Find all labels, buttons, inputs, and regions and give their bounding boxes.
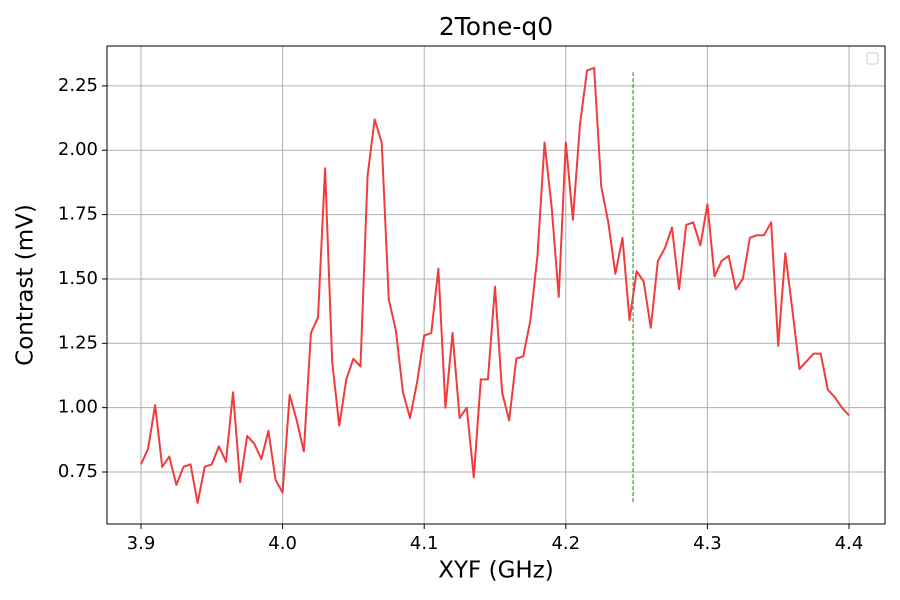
x-axis-label: XYF (GHz) (438, 558, 553, 584)
y-tick-label: 1.50 (58, 268, 98, 289)
y-tick-label: 1.25 (58, 332, 98, 353)
y-axis-label: Contrast (mV) (13, 204, 39, 366)
x-tick-label: 4.2 (551, 533, 580, 554)
x-tick-label: 3.9 (127, 533, 156, 554)
chart-title: 2Tone-q0 (439, 12, 553, 41)
y-tick-label: 1.00 (58, 397, 98, 418)
plot-frame (106, 45, 886, 525)
y-tick-label: 1.75 (58, 204, 98, 225)
x-tick-label: 4.0 (268, 533, 297, 554)
legend (866, 52, 879, 65)
x-tick-label: 4.4 (835, 533, 864, 554)
x-tick-label: 4.3 (693, 533, 722, 554)
x-tick-label: 4.1 (410, 533, 439, 554)
y-tick-label: 0.75 (58, 461, 98, 482)
y-tick-label: 2.00 (58, 139, 98, 160)
y-tick-label: 2.25 (58, 75, 98, 96)
data-line (140, 66, 850, 504)
